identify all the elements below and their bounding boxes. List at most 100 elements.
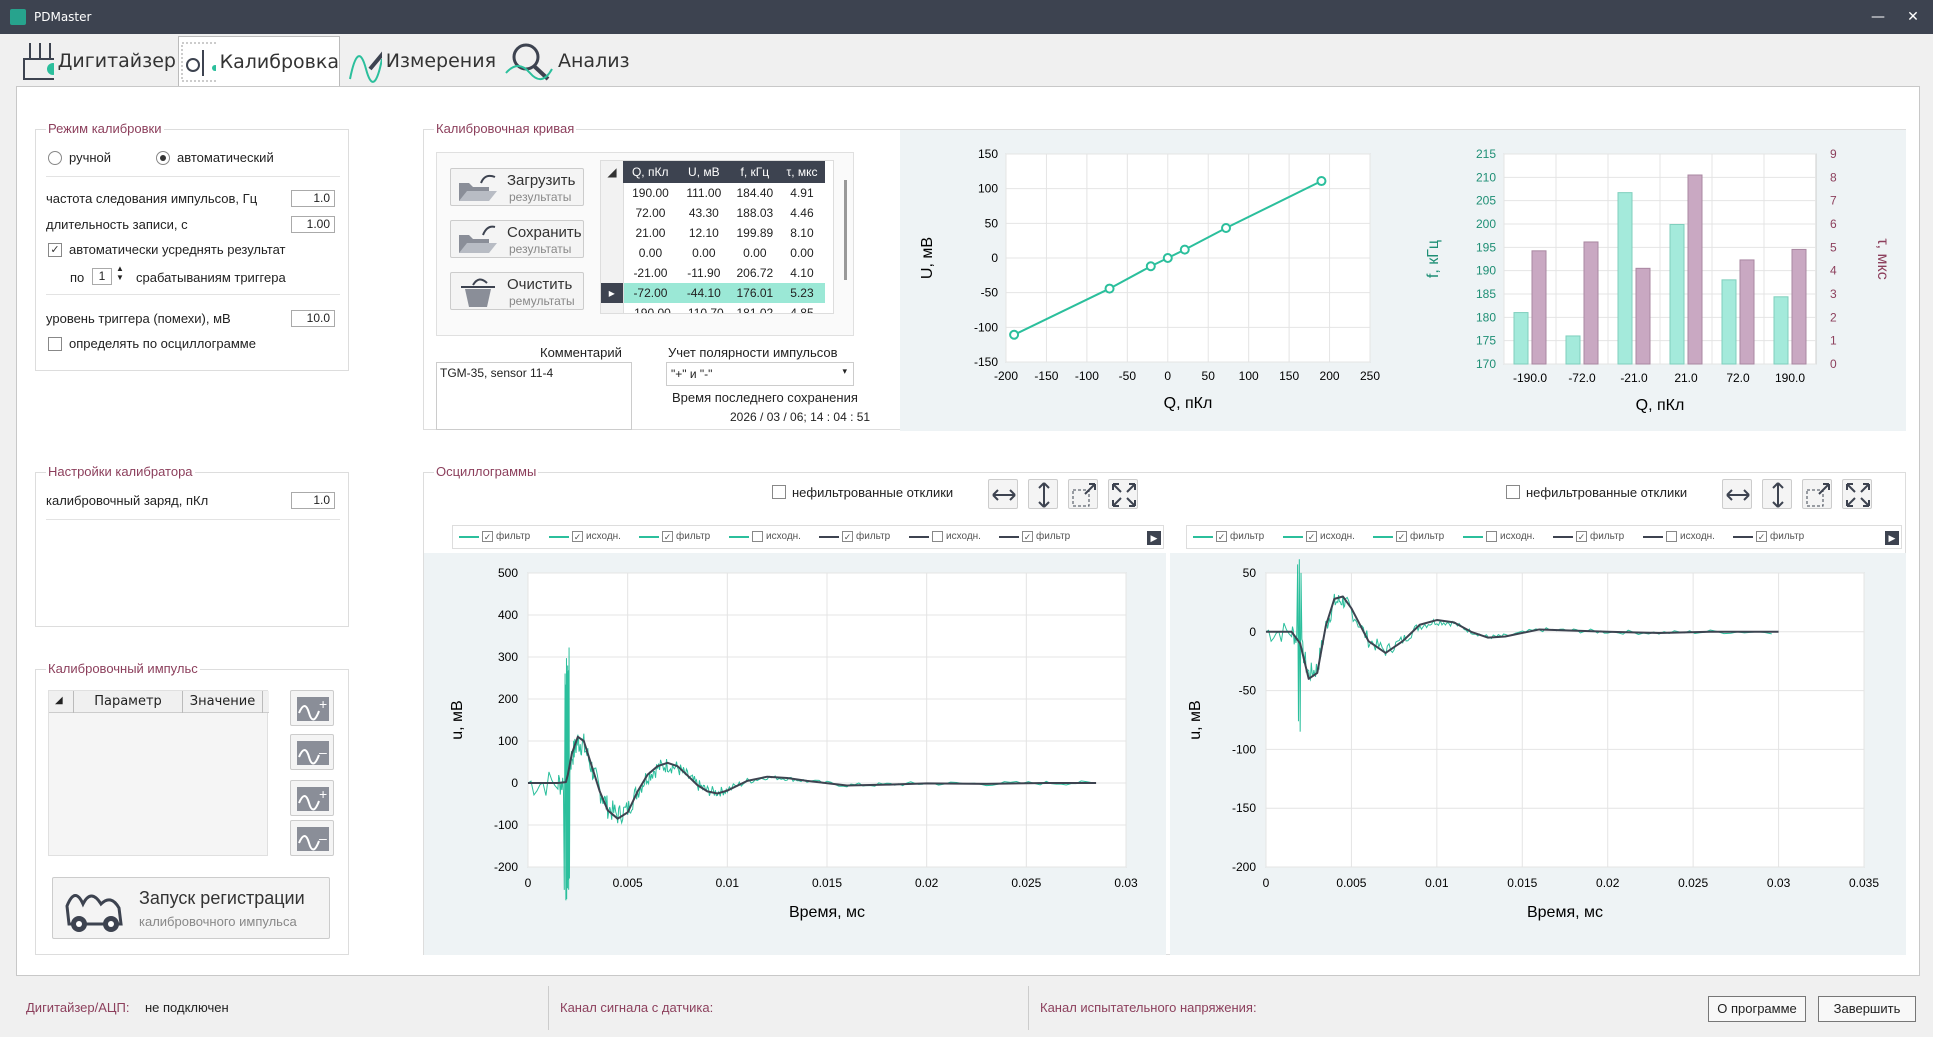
legend-checkbox[interactable]: ✓ bbox=[1576, 531, 1587, 542]
legend-checkbox[interactable] bbox=[1666, 531, 1677, 542]
auto-radio[interactable] bbox=[156, 151, 170, 165]
table-cell[interactable]: 0.00 bbox=[638, 246, 663, 260]
zoom-horizontal-button[interactable] bbox=[988, 479, 1018, 509]
table-cell[interactable]: 8.10 bbox=[790, 226, 814, 240]
table-cell[interactable]: 0.00 bbox=[692, 246, 716, 260]
legend-item[interactable]: исходн. bbox=[1643, 531, 1715, 542]
row-header[interactable] bbox=[601, 303, 624, 313]
legend-checkbox[interactable]: ✓ bbox=[1306, 531, 1317, 542]
manual-radio[interactable] bbox=[48, 151, 62, 165]
tab-measurements[interactable]: Измерения bbox=[346, 36, 496, 86]
table-cell[interactable]: 4.85 bbox=[790, 306, 814, 314]
table-cell[interactable]: 188.03 bbox=[736, 206, 774, 220]
legend-item[interactable]: ✓ фильтр bbox=[819, 531, 890, 542]
add-wave-button[interactable]: + bbox=[290, 690, 334, 726]
add-wave-button-2[interactable]: + bbox=[290, 780, 334, 816]
table-cell[interactable]: 12.10 bbox=[688, 226, 719, 240]
zoom-region-button-right[interactable] bbox=[1802, 479, 1832, 509]
table-cell[interactable]: 181.02 bbox=[736, 306, 774, 314]
legend-checkbox[interactable] bbox=[1486, 531, 1497, 542]
legend-checkbox[interactable] bbox=[932, 531, 943, 542]
legend-checkbox[interactable]: ✓ bbox=[482, 531, 493, 542]
table-row[interactable]: 0.00 0.00 0.00 0.00 bbox=[601, 243, 825, 263]
zoom-vertical-button-right[interactable] bbox=[1762, 479, 1792, 509]
table-cell[interactable]: -11.90 bbox=[687, 266, 721, 280]
table-cell[interactable]: 0.00 bbox=[790, 246, 814, 260]
exit-button[interactable]: Завершить bbox=[1818, 996, 1916, 1022]
table-cell[interactable]: 184.40 bbox=[736, 186, 774, 200]
legend-item[interactable]: ✓ фильтр bbox=[1373, 531, 1444, 542]
table-cell[interactable]: -72.00 bbox=[623, 283, 678, 303]
clear-results-button[interactable]: Очистить ремультаты bbox=[450, 272, 584, 310]
table-row[interactable]: -190.00 -110.70 181.02 4.85 bbox=[601, 303, 825, 314]
table-cell[interactable]: -110.70 bbox=[683, 306, 724, 314]
legend-item[interactable]: ✓ исходн. bbox=[1283, 531, 1355, 542]
unfiltered-checkbox-right[interactable] bbox=[1506, 485, 1520, 499]
row-header[interactable] bbox=[601, 203, 624, 223]
row-header[interactable]: ▸ bbox=[601, 283, 624, 303]
tab-digitizer[interactable]: Дигитайзер bbox=[18, 36, 176, 86]
table-row[interactable]: 190.00 111.00 184.40 4.91 bbox=[601, 183, 825, 203]
table-cell[interactable]: 190.00 bbox=[632, 186, 669, 200]
row-header[interactable] bbox=[601, 263, 624, 283]
charge-input[interactable]: 1.0 bbox=[291, 492, 335, 509]
col-f[interactable]: f, кГц bbox=[730, 161, 780, 183]
minimize-button[interactable]: — bbox=[1871, 9, 1885, 25]
legend-checkbox[interactable]: ✓ bbox=[1756, 531, 1767, 542]
save-results-button[interactable]: Сохранить результаты bbox=[450, 220, 584, 258]
table-cell[interactable]: 206.72 bbox=[736, 266, 774, 280]
legend-item[interactable]: ✓ фильтр bbox=[999, 531, 1070, 542]
table-cell[interactable]: 111.00 bbox=[686, 186, 722, 200]
remove-wave-button[interactable]: – bbox=[290, 734, 334, 770]
row-header[interactable] bbox=[601, 243, 624, 263]
table-cell[interactable]: 199.89 bbox=[736, 226, 774, 240]
col-value[interactable]: Значение bbox=[183, 691, 263, 713]
table-cell[interactable]: -21.00 bbox=[633, 266, 668, 280]
legend-item[interactable]: ✓ фильтр bbox=[1193, 531, 1264, 542]
row-header[interactable] bbox=[601, 183, 624, 203]
scroll-right-icon[interactable]: ▶ bbox=[1147, 531, 1161, 545]
oscillogram-checkbox[interactable] bbox=[48, 337, 62, 351]
legend-item[interactable]: ✓ исходн. bbox=[549, 531, 621, 542]
col-param[interactable]: Параметр bbox=[73, 691, 183, 713]
average-checkbox[interactable]: ✓ bbox=[48, 243, 62, 257]
table-row[interactable]: -21.00 -11.90 206.72 4.10 bbox=[601, 263, 825, 283]
table-cell[interactable]: 43.30 bbox=[688, 206, 719, 220]
legend-checkbox[interactable]: ✓ bbox=[1216, 531, 1227, 542]
close-button[interactable]: ✕ bbox=[1907, 9, 1919, 25]
duration-input[interactable]: 1.00 bbox=[291, 216, 335, 233]
legend-item[interactable]: исходн. bbox=[909, 531, 981, 542]
legend-checkbox[interactable]: ✓ bbox=[842, 531, 853, 542]
legend-checkbox[interactable]: ✓ bbox=[1396, 531, 1407, 542]
legend-item[interactable]: ✓ фильтр bbox=[459, 531, 530, 542]
load-results-button[interactable]: Загрузить результаты bbox=[450, 168, 584, 206]
table-cell[interactable]: -190.00 bbox=[630, 306, 671, 314]
row-header[interactable] bbox=[601, 223, 624, 243]
about-button[interactable]: О программе bbox=[1708, 996, 1806, 1022]
legend-checkbox[interactable]: ✓ bbox=[662, 531, 673, 542]
table-cell[interactable]: 5.23 bbox=[779, 283, 825, 303]
trigger-level-input[interactable]: 10.0 bbox=[291, 310, 335, 327]
polarity-select[interactable]: "+" и "-" ▾ bbox=[666, 362, 854, 386]
zoom-vertical-button[interactable] bbox=[1028, 479, 1058, 509]
legend-item[interactable]: ✓ фильтр bbox=[1733, 531, 1804, 542]
spinner-icon[interactable]: ▲ ▼ bbox=[116, 264, 124, 282]
table-scrollbar[interactable] bbox=[844, 180, 847, 280]
table-cell[interactable]: 4.46 bbox=[790, 206, 814, 220]
table-cell[interactable]: 176.01 bbox=[730, 283, 780, 303]
fit-all-button[interactable] bbox=[1108, 479, 1138, 509]
legend-item[interactable]: ✓ фильтр bbox=[639, 531, 710, 542]
start-registration-button[interactable]: Запуск регистрации калибровочного импуль… bbox=[52, 877, 330, 939]
unfiltered-checkbox-left[interactable] bbox=[772, 485, 786, 499]
tab-calibration[interactable]: Калибровка bbox=[178, 36, 340, 86]
comment-input[interactable]: TGM-35, sensor 11-4 bbox=[436, 362, 632, 430]
table-cell[interactable]: 4.10 bbox=[790, 266, 814, 280]
fit-all-button-right[interactable] bbox=[1842, 479, 1872, 509]
legend-item[interactable]: исходн. bbox=[1463, 531, 1535, 542]
zoom-region-button[interactable] bbox=[1068, 479, 1098, 509]
scroll-right-icon[interactable]: ▶ bbox=[1885, 531, 1899, 545]
table-cell[interactable]: 4.91 bbox=[790, 186, 814, 200]
col-u[interactable]: U, мВ bbox=[677, 161, 731, 183]
legend-item[interactable]: исходн. bbox=[729, 531, 801, 542]
table-row[interactable]: 21.00 12.10 199.89 8.10 bbox=[601, 223, 825, 243]
